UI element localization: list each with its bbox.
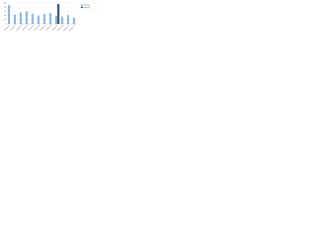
bar [25,11,28,24]
y-tick-label: 20 [4,19,6,21]
y-tick-label: 100 [4,2,7,4]
y-tick-label: 0 [5,23,6,25]
legend-box [79,2,99,10]
bar [67,15,70,24]
bar [72,17,76,24]
y-tick-label: 80 [4,7,6,9]
bar [7,5,10,24]
bar [37,15,40,24]
x-tick-label: Category 9 [51,24,59,32]
legend-swatch [81,6,83,9]
legend-label: Series A [84,3,91,6]
x-tick-label: Category 1 [3,24,11,32]
bar [31,13,34,24]
bar [57,4,60,25]
bar [13,14,16,24]
x-tick-label: Category 10 [56,24,64,32]
bar [55,16,58,24]
x-tick-label: Category 2 [9,24,17,32]
x-tick-label: Category 6 [33,24,41,32]
x-tick-label: Category 5 [27,24,35,32]
x-tick-label: Category 4 [21,24,29,32]
x-tick-label: Category 8 [45,24,53,32]
bar [43,13,46,24]
x-tick-label: Category 3 [15,24,23,32]
y-tick-label: 40 [4,15,6,17]
bar [49,13,52,24]
x-tick-label: Category 12 [68,24,76,32]
bar [61,16,64,24]
y-tick-label: 60 [4,11,6,13]
x-tick-label: Category 11 [62,24,70,32]
page: {"chart_data": {"type": "bar", "categori… [0,0,100,34]
legend-label: Series B [84,7,90,9]
x-tick-label: Category 7 [39,24,47,32]
bar [19,12,22,24]
legend-swatch [81,4,83,6]
